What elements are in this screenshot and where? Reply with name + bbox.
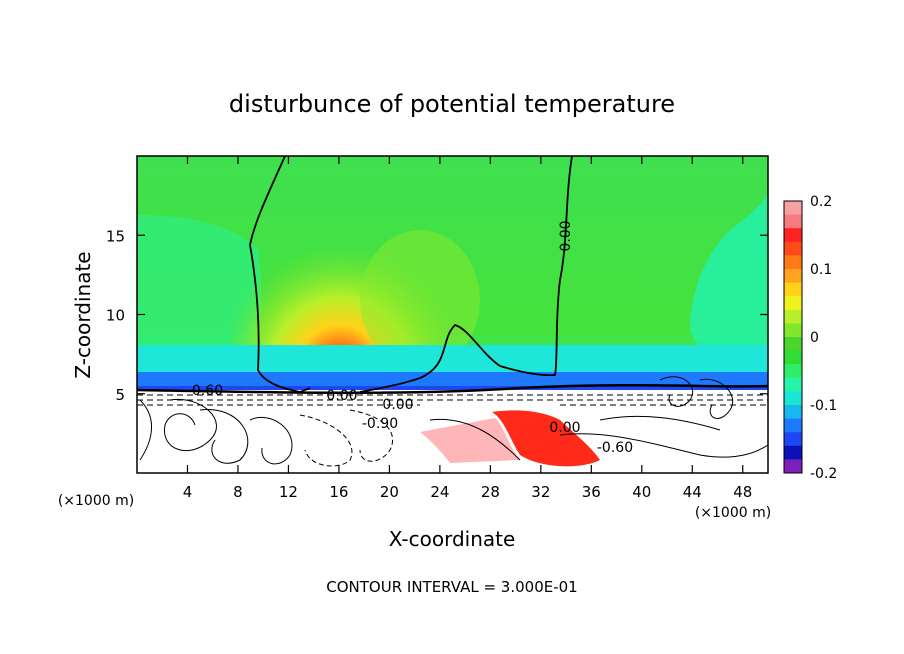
plot-area — [137, 156, 768, 473]
turbulent-contours — [139, 376, 768, 467]
y-axis: 5 10 15 — [106, 227, 768, 404]
contour-label: -0.90 — [362, 416, 398, 432]
colorbar-swatch — [784, 309, 802, 324]
chart-title: disturbunce of potential temperature — [229, 90, 675, 118]
colorbar-tick-label: 0 — [810, 330, 819, 346]
contour-label: 0.00 — [326, 388, 357, 404]
colorbar-swatch — [784, 432, 802, 447]
colorbar-swatch — [784, 323, 802, 338]
colorbar-swatch — [784, 282, 802, 297]
colorbar-swatch — [784, 364, 802, 379]
x-tick-label: 28 — [481, 483, 500, 501]
x-tick-label: 8 — [233, 483, 243, 501]
contour-label: 0.00 — [382, 397, 413, 413]
colorbar-swatch — [784, 377, 802, 392]
contour-label: -0.60 — [187, 383, 223, 399]
contour-label: 0.00 — [549, 420, 580, 436]
warm-plume-mid — [360, 230, 480, 370]
warm-patch — [492, 410, 600, 467]
colorbar-swatch — [784, 418, 802, 433]
x-tick-label: 12 — [279, 483, 298, 501]
contour-label: 0.00 — [558, 220, 574, 251]
stable-layer-dark — [137, 386, 768, 390]
x-tick-label: 4 — [183, 483, 193, 501]
x-tick-label: 40 — [632, 483, 651, 501]
x-tick-label: 36 — [582, 483, 601, 501]
zero-contour-right — [359, 156, 573, 393]
x-tick-label: 16 — [329, 483, 348, 501]
colorbar-swatch — [784, 350, 802, 365]
contour-lines — [137, 156, 768, 395]
colorbar-frame — [783, 200, 803, 474]
colorbar — [784, 201, 802, 474]
y-axis-label: Z-coordinate — [71, 251, 95, 378]
x-unit-note: (×1000 m) — [695, 505, 771, 521]
colorbar-tick-label: 0.2 — [810, 194, 832, 210]
x-tick-label: 32 — [531, 483, 550, 501]
x-axis: 4 8 12 16 20 24 28 32 36 40 44 48 — [183, 156, 752, 501]
zero-contour-left — [249, 156, 311, 393]
right-cool-region — [690, 156, 768, 370]
y-unit-note: (×1000 m) — [58, 493, 134, 509]
x-tick-label: 20 — [380, 483, 399, 501]
colorbar-tick-label: -0.1 — [810, 398, 837, 414]
colorbar-swatch — [784, 201, 802, 216]
colorbar-tick-label: -0.2 — [810, 466, 837, 482]
x-axis-label: X-coordinate — [389, 527, 516, 551]
colorbar-swatch — [784, 445, 802, 460]
y-tick-label: 15 — [106, 227, 125, 245]
colorbar-swatch — [784, 296, 802, 311]
colorbar-swatch — [784, 405, 802, 420]
contour-label-group: 0.00 0.00 0.00 0.00 -0.60 -0.90 -0.60 — [187, 220, 633, 456]
colorbar-swatch — [784, 269, 802, 284]
colorbar-swatch — [784, 255, 802, 270]
colorbar-swatch — [784, 241, 802, 256]
colorbar-swatch — [784, 228, 802, 243]
dashed-layer-lines — [137, 394, 768, 406]
warm-patch-edge — [420, 418, 520, 463]
contour-interval-note: CONTOUR INTERVAL = 3.000E-01 — [326, 578, 577, 596]
colorbar-swatch — [784, 391, 802, 406]
x-tick-label: 24 — [430, 483, 449, 501]
stable-layer-cyan — [137, 345, 768, 377]
y-tick-label: 10 — [106, 307, 125, 325]
colorbar-ticks: 0.2 0.1 0 -0.1 -0.2 — [810, 194, 837, 482]
colorbar-swatch — [784, 459, 802, 474]
colorbar-tick-label: 0.1 — [810, 262, 832, 278]
y-tick-label: 5 — [115, 386, 125, 404]
x-tick-label: 48 — [733, 483, 752, 501]
contour-label: -0.60 — [597, 440, 633, 456]
x-tick-label: 44 — [683, 483, 702, 501]
colorbar-swatch — [784, 337, 802, 352]
colorbar-swatch — [784, 214, 802, 229]
zero-contour-base — [137, 384, 768, 395]
stable-layer-blue — [137, 372, 768, 386]
